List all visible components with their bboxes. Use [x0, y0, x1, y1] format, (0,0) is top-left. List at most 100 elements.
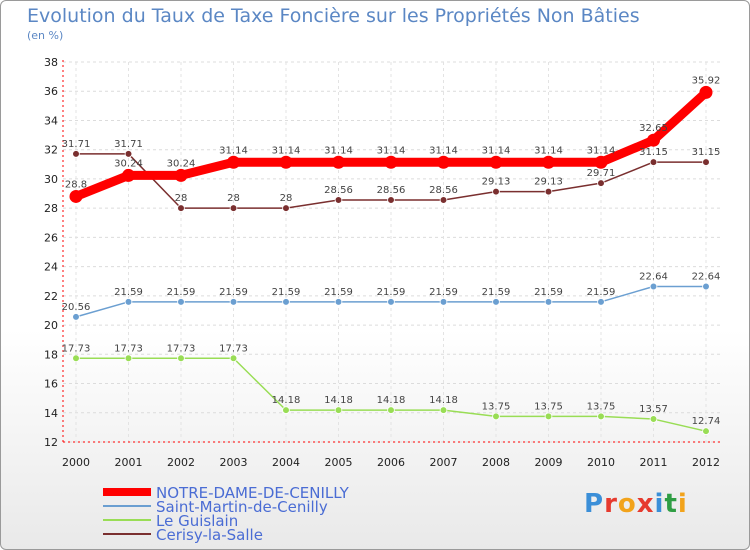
- data-point: [544, 412, 553, 421]
- data-point: [597, 298, 605, 306]
- data-point: [492, 187, 500, 196]
- legend-label: Le Guislain: [156, 512, 238, 530]
- data-label: 17.73: [167, 343, 196, 354]
- data-label: 12.74: [692, 416, 721, 427]
- logo-letter: i: [677, 489, 688, 519]
- data-label: 30.24: [114, 158, 143, 169]
- data-label: 35.92: [692, 75, 721, 86]
- data-label: 21.59: [429, 287, 458, 298]
- y-tick-label: 18: [44, 348, 58, 361]
- data-label: 31.14: [272, 145, 301, 156]
- data-label: 21.59: [587, 287, 616, 298]
- x-tick-label: 2008: [482, 456, 510, 469]
- data-point: [542, 155, 555, 169]
- data-point: [229, 354, 238, 363]
- data-label: 29.13: [534, 177, 563, 188]
- x-tick-label: 2011: [640, 456, 668, 469]
- data-label: 21.59: [377, 287, 406, 298]
- data-point: [72, 354, 80, 363]
- data-label: 13.57: [639, 404, 668, 415]
- data-point: [437, 155, 450, 169]
- logo-letter: x: [636, 489, 655, 519]
- data-label: 22.64: [639, 271, 668, 282]
- data-point: [174, 168, 188, 182]
- data-label: 28.56: [429, 185, 458, 196]
- y-tick-label: 20: [44, 319, 58, 332]
- y-tick-label: 14: [44, 407, 58, 420]
- data-point: [72, 313, 80, 321]
- data-label: 21.59: [114, 287, 143, 298]
- data-point: [122, 168, 135, 182]
- data-label: 14.18: [377, 395, 406, 406]
- legend-label: Saint-Martin-de-Cenilly: [156, 498, 328, 516]
- data-point: [649, 158, 658, 166]
- data-point: [72, 150, 80, 158]
- y-tick-label: 30: [44, 173, 58, 186]
- data-label: 31.14: [219, 145, 248, 156]
- data-label: 31.15: [692, 147, 721, 158]
- data-point: [334, 196, 343, 204]
- data-point: [177, 354, 185, 363]
- data-point: [334, 406, 343, 414]
- data-label: 14.18: [324, 395, 353, 406]
- data-label: 22.64: [692, 271, 721, 282]
- data-label: 21.59: [482, 287, 511, 298]
- data-point: [699, 85, 713, 99]
- data-point: [594, 155, 608, 169]
- data-label: 29.71: [587, 168, 616, 179]
- data-point: [544, 187, 553, 196]
- data-point: [229, 204, 238, 212]
- data-label: 17.73: [219, 343, 248, 354]
- data-label: 31.71: [62, 139, 91, 150]
- data-label: 31.14: [324, 145, 353, 156]
- data-label: 13.75: [534, 401, 563, 412]
- data-label: 31.14: [429, 145, 458, 156]
- data-label: 28.56: [324, 185, 353, 196]
- proxiti-logo: Proxiti: [584, 489, 688, 519]
- logo-letter: o: [617, 489, 637, 519]
- data-point: [124, 150, 133, 158]
- data-point: [544, 298, 553, 306]
- x-tick-label: 2003: [220, 456, 248, 469]
- data-label: 31.15: [639, 147, 668, 158]
- data-label: 21.59: [167, 287, 196, 298]
- data-point: [489, 155, 503, 169]
- data-point: [282, 298, 290, 306]
- y-tick-label: 24: [44, 261, 58, 274]
- data-point: [702, 158, 710, 166]
- chart-title: Evolution du Taux de Taxe Foncière sur l…: [27, 5, 640, 27]
- data-label: 14.18: [272, 395, 301, 406]
- logo-letter: P: [584, 489, 605, 519]
- x-tick-label: 2007: [430, 456, 458, 469]
- data-label: 28: [280, 193, 293, 204]
- x-tick-label: 2010: [587, 456, 615, 469]
- y-tick-label: 16: [44, 378, 58, 391]
- logo-letter: t: [664, 489, 678, 519]
- logo-letter: r: [604, 489, 618, 519]
- data-point: [492, 412, 500, 421]
- x-tick-label: 2009: [535, 456, 563, 469]
- data-point: [387, 196, 395, 204]
- data-label: 21.59: [219, 287, 248, 298]
- y-tick-label: 12: [44, 436, 58, 449]
- y-tick-label: 34: [44, 114, 58, 127]
- data-point: [439, 406, 448, 414]
- data-label: 32.65: [639, 123, 668, 134]
- data-point: [439, 298, 448, 306]
- data-point: [492, 298, 500, 306]
- x-tick-label: 2004: [272, 456, 300, 469]
- x-tick-label: 2001: [115, 456, 143, 469]
- data-point: [439, 196, 448, 204]
- data-point: [332, 155, 345, 169]
- data-label: 21.59: [324, 287, 353, 298]
- data-label: 17.73: [114, 343, 143, 354]
- legend-label: Cerisy-la-Salle: [156, 526, 263, 544]
- legend-label: NOTRE-DAME-DE-CENILLY: [156, 484, 350, 502]
- data-point: [384, 155, 398, 169]
- data-label: 31.14: [534, 145, 563, 156]
- y-tick-label: 28: [44, 202, 58, 215]
- x-tick-label: 2002: [167, 456, 195, 469]
- data-point: [702, 427, 710, 435]
- data-point: [334, 298, 343, 306]
